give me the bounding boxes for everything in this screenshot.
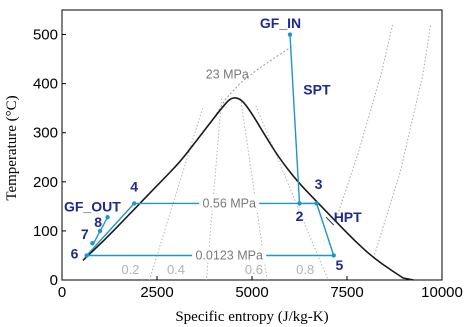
axes: 0 2500 5000 7500 10000 0 100 200 300 400 500 [33, 27, 463, 301]
x-axis-label: Specific entropy (J/kg-K) [175, 309, 328, 325]
y-tick-label: 100 [33, 223, 58, 240]
state-points [84, 32, 336, 258]
state-point-7 [90, 240, 95, 246]
state-point-8 [97, 228, 103, 234]
state-label-8: 8 [94, 214, 102, 230]
quality-label-0.6: 0.6 [245, 262, 263, 277]
x-tick-label: 0 [58, 284, 66, 301]
state-label-3: 3 [315, 176, 323, 192]
superheated-isobar-2 [373, 24, 432, 259]
state-point-3 [314, 201, 319, 206]
annotation-SPT: SPT [303, 81, 331, 97]
annotation-HPT: HPT [334, 209, 362, 225]
state-point-6 [84, 253, 89, 258]
quality-label-0.8: 0.8 [296, 262, 314, 277]
x-tick-label: 7500 [330, 284, 363, 301]
x-tick-label: 10000 [421, 284, 463, 301]
isobar-label-23mpa: 23 MPa [206, 68, 249, 82]
state-point-GF_IN [287, 32, 293, 37]
y-tick-label: 200 [33, 174, 58, 191]
state-point-5 [331, 253, 336, 258]
annotation-HPT-leader [325, 216, 335, 226]
state-point-2 [297, 201, 302, 206]
y-axis-label: Temperature (°C) [4, 95, 20, 200]
y-tick-label: 400 [33, 76, 58, 93]
isobar-23mpa [209, 44, 295, 125]
quality-line-0.6 [240, 98, 268, 281]
state-label-7: 7 [81, 226, 89, 242]
y-tick-label: 0 [50, 272, 58, 289]
x-tick-label: 5000 [235, 284, 268, 301]
plot-area [61, 9, 443, 281]
isobar-label-bg [199, 195, 260, 211]
state-label-GF_OUT: GF_OUT [64, 198, 121, 214]
cycle-segment-6-4 [86, 202, 135, 256]
isobar-label-0-56mpa: 0.56 MPa [202, 196, 256, 210]
saturation-dome [82, 97, 414, 281]
state-label-5: 5 [336, 257, 344, 273]
y-tick-label: 300 [33, 125, 58, 142]
cycle-segment-HPT [315, 203, 335, 256]
isobar-label-0-0123mpa: 0.0123 MPa [195, 248, 262, 262]
x-tick-label: 2500 [140, 284, 173, 301]
state-label-2: 2 [296, 208, 304, 224]
state-point-GF_OUT [105, 214, 110, 220]
state-label-4: 4 [130, 179, 138, 195]
saturation-dome-curve [82, 97, 414, 281]
quality-label-0.2: 0.2 [121, 262, 139, 277]
cycle-segment-SPT [289, 34, 301, 204]
superheated-isobars [335, 24, 432, 259]
superheated-isobar-1 [335, 24, 394, 222]
labels: 23 MPa 0.56 MPa 0.0123 MPa 0.2 0.4 0.6 0.8 GF_I… [64, 15, 362, 277]
y-tick-label: 500 [33, 27, 58, 44]
state-point-4 [132, 201, 137, 206]
quality-label-0.4: 0.4 [167, 262, 185, 277]
isobar-label-bg [192, 247, 267, 263]
state-label-GF_IN: GF_IN [260, 15, 301, 31]
isobars [209, 44, 295, 125]
state-label-6: 6 [71, 245, 79, 261]
